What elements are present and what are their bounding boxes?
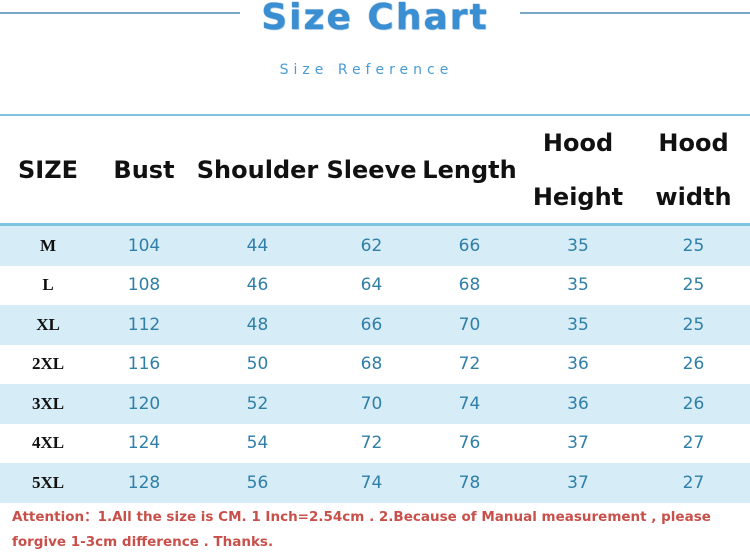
table-row: 5XL 128 56 74 78 37 27 — [0, 463, 750, 503]
value-cell: 37 — [567, 472, 589, 493]
size-cell: 5XL — [31, 472, 65, 492]
page-title: Size Chart — [261, 0, 489, 38]
value-cell: 52 — [246, 393, 269, 414]
attention-note: Attention：1.All the size is CM. 1 Inch=2… — [12, 509, 711, 550]
header-label: Bust — [113, 155, 175, 184]
header-label: SIZE — [17, 155, 78, 184]
header-label: Hood — [542, 128, 614, 157]
value-cell: 26 — [682, 393, 705, 414]
header-hood-width: Hood width — [637, 116, 750, 224]
value-cell: 25 — [682, 235, 705, 256]
value-cell: 35 — [567, 314, 589, 335]
value-cell: 62 — [360, 235, 383, 256]
value-cell: 116 — [127, 354, 161, 375]
value-cell: 78 — [458, 472, 481, 493]
header-label-line2: width — [655, 182, 732, 211]
value-cell: 124 — [127, 433, 161, 454]
value-cell: 25 — [682, 314, 705, 335]
header-label: Shoulder — [196, 155, 319, 184]
value-cell: 104 — [127, 235, 161, 256]
size-cell: M — [39, 235, 57, 255]
value-cell: 70 — [360, 393, 383, 414]
header-bust: Bust — [96, 143, 192, 197]
value-cell: 128 — [127, 472, 161, 493]
table-header-row: SIZE Bust Shoulder Sleeve Length Hood He… — [0, 116, 750, 226]
header-label: Sleeve — [326, 155, 417, 184]
value-cell: 46 — [246, 275, 269, 296]
value-cell: 54 — [246, 433, 269, 454]
value-cell: 36 — [567, 354, 589, 375]
value-cell: 27 — [682, 472, 705, 493]
value-cell: 50 — [246, 354, 269, 375]
table-row: XL 112 48 66 70 35 25 — [0, 305, 750, 345]
table-body: M 104 44 62 66 35 25 L 108 46 64 68 35 25 XL 112 48 66 70 3… — [0, 226, 750, 503]
header-shoulder: Shoulder — [192, 143, 323, 197]
size-cell: 3XL — [31, 393, 65, 413]
value-cell: 37 — [567, 433, 589, 454]
size-cell: L — [42, 275, 54, 295]
size-cell: 2XL — [31, 354, 65, 374]
page-subtitle: Size Reference — [279, 62, 454, 78]
value-cell: 70 — [458, 314, 481, 335]
value-cell: 72 — [360, 433, 383, 454]
value-cell: 35 — [567, 235, 589, 256]
value-cell: 76 — [458, 433, 481, 454]
table-row: M 104 44 62 66 35 25 — [0, 226, 750, 266]
title-rule-left — [0, 12, 240, 14]
header-hood-height: Hood Height — [519, 116, 637, 224]
value-cell: 74 — [360, 472, 383, 493]
value-cell: 68 — [360, 354, 383, 375]
value-cell: 66 — [458, 235, 481, 256]
size-cell: XL — [36, 314, 60, 334]
table-row: 2XL 116 50 68 72 36 26 — [0, 345, 750, 385]
value-cell: 120 — [127, 393, 161, 414]
header-sleeve: Sleeve — [323, 143, 420, 197]
size-cell: 4XL — [31, 433, 65, 453]
value-cell: 74 — [458, 393, 481, 414]
header-length: Length — [420, 143, 519, 197]
table-row: 4XL 124 54 72 76 37 27 — [0, 424, 750, 464]
table-row: 3XL 120 52 70 74 36 26 — [0, 384, 750, 424]
value-cell: 25 — [682, 275, 705, 296]
value-cell: 64 — [360, 275, 383, 296]
value-cell: 26 — [682, 354, 705, 375]
value-cell: 108 — [127, 275, 161, 296]
value-cell: 35 — [567, 275, 589, 296]
value-cell: 27 — [682, 433, 705, 454]
title-rule-right — [520, 12, 750, 14]
table-row: L 108 46 64 68 35 25 — [0, 266, 750, 306]
value-cell: 44 — [246, 235, 269, 256]
value-cell: 56 — [246, 472, 269, 493]
header-label: Hood — [658, 128, 729, 157]
value-cell: 48 — [246, 314, 269, 335]
value-cell: 68 — [458, 275, 481, 296]
value-cell: 112 — [127, 314, 161, 335]
header-size: SIZE — [0, 143, 96, 197]
value-cell: 36 — [567, 393, 589, 414]
header-label: Length — [422, 155, 517, 184]
value-cell: 66 — [360, 314, 383, 335]
header-label-line2: Height — [532, 182, 624, 211]
size-table: SIZE Bust Shoulder Sleeve Length Hood He… — [0, 114, 750, 503]
value-cell: 72 — [458, 354, 481, 375]
